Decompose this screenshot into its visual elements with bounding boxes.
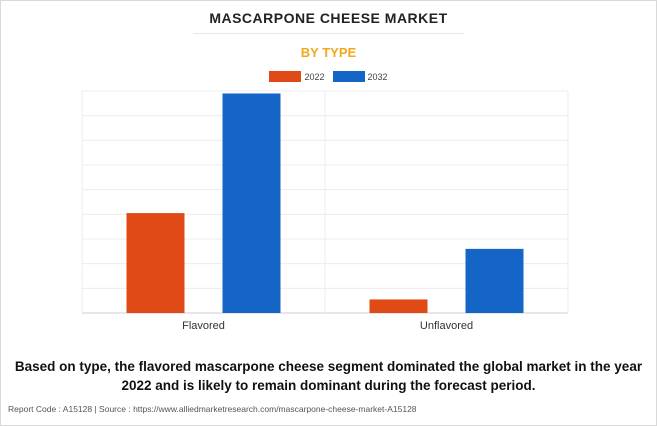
bar-unflavored-2032 (465, 248, 524, 313)
x-tick-label-flavored: Flavored (182, 320, 225, 332)
legend-item-2022: 2022 (269, 71, 325, 82)
chart-legend: 2022 2032 (0, 71, 657, 82)
chart-caption: Based on type, the flavored mascarpone c… (14, 359, 643, 393)
bar-flavored-2032 (222, 93, 281, 313)
report-footer: Report Code : A15128 | Source : https://… (8, 404, 417, 414)
bar-flavored-2022 (126, 213, 185, 313)
bar-unflavored-2022 (369, 299, 428, 313)
bar-chart: Flavored Unflavored (81, 90, 569, 332)
legend-label-2032: 2032 (367, 71, 388, 82)
legend-swatch-2032 (332, 71, 365, 82)
x-tick-label-unflavored: Unflavored (420, 320, 473, 332)
chart-title: MASCARPONE CHEESE MARKET (209, 10, 448, 26)
legend-item-2032: 2032 (332, 71, 388, 82)
title-divider (193, 33, 464, 34)
legend-label-2022: 2022 (304, 71, 325, 82)
legend-swatch-2022 (269, 71, 302, 82)
chart-subtitle: BY TYPE (300, 45, 357, 60)
